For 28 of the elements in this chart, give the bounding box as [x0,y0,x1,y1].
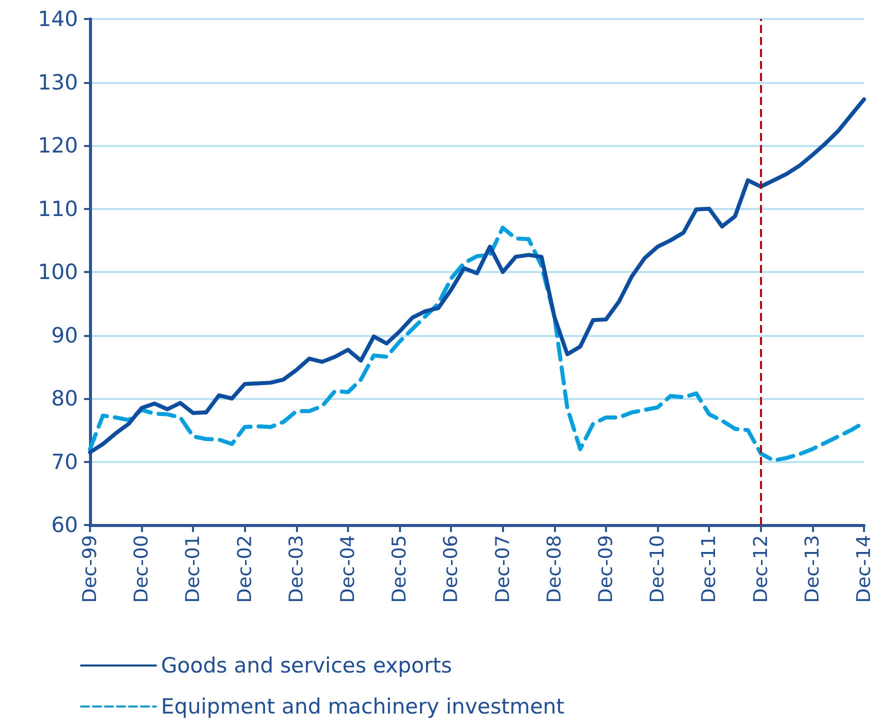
x-tick-label: Dec-13 [801,535,824,603]
y-tick-label: 120 [38,134,78,158]
x-tick-label: Dec-14 [853,535,875,603]
x-tick-label: Dec-00 [130,535,153,603]
x-tick-label: Dec-99 [79,535,101,603]
x-tick-label: Dec-07 [492,535,514,603]
x-tick-label: Dec-11 [698,535,720,603]
x-tick-label: Dec-10 [646,535,669,603]
x-tick-label: Dec-04 [337,535,359,603]
y-tick-label: 140 [38,7,78,31]
line-series [88,97,866,454]
y-tick-label: 60 [51,513,78,537]
y-tick-label: 90 [51,323,78,348]
x-tick-label: Dec-08 [543,535,566,603]
y-tick-label: 100 [38,260,78,284]
legend-label: Equipment and machinery investment [161,694,564,718]
y-tick-label: 130 [38,70,78,94]
x-tick-label: Dec-09 [595,535,617,603]
y-tick-label: 70 [51,450,78,474]
legend-label: Goods and services exports [161,654,452,678]
x-tick-label: Dec-12 [750,535,772,603]
x-tick-label: Dec-05 [388,535,411,603]
x-tick-label: Dec-01 [182,535,204,603]
x-tick-label: Dec-02 [234,535,256,603]
x-tick-label: Dec-06 [440,535,462,603]
y-tick-label: 110 [38,196,78,221]
x-tick-label: Dec-03 [285,535,308,603]
y-tick-label: 80 [51,386,78,410]
